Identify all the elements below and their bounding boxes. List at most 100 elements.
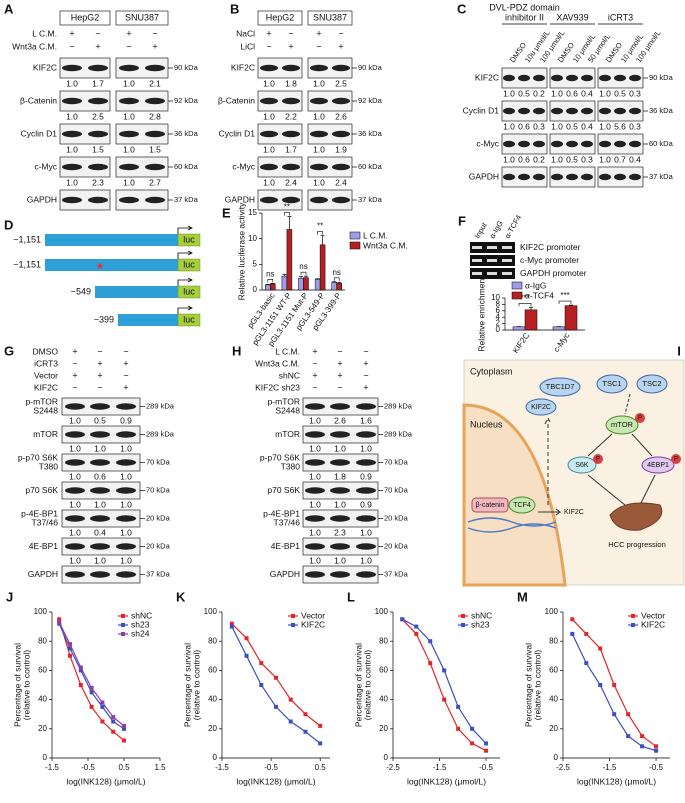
band <box>629 107 641 115</box>
series-line <box>231 626 321 744</box>
quant-value: 1.0 <box>66 78 78 88</box>
protein-label: GAPDH <box>270 569 300 579</box>
data-point <box>122 738 126 743</box>
significance-label: *** <box>520 293 529 302</box>
y-tick-label: 60 <box>379 666 388 675</box>
y-tick-label: 60 <box>38 666 47 675</box>
quant-value: 0.3 <box>629 121 641 131</box>
data-point <box>57 620 62 625</box>
band <box>305 515 325 522</box>
band <box>305 431 325 438</box>
significance-label: ** <box>317 222 323 231</box>
quant-value: 2.3 <box>92 177 104 187</box>
data-point <box>400 617 405 622</box>
gel-band <box>472 272 482 275</box>
band <box>260 97 278 105</box>
error-bar <box>270 282 275 284</box>
kda-label: 37 kDa <box>358 195 383 204</box>
band <box>310 97 328 105</box>
node-label: β-catenin <box>476 502 505 509</box>
condition-sign: + <box>95 41 100 51</box>
protein-label: GAPDH <box>469 171 499 181</box>
data-point <box>244 636 249 641</box>
band <box>599 107 611 115</box>
y-tick-label: 0 <box>253 285 258 294</box>
data-point <box>626 734 631 739</box>
lane-label: α-IgG <box>488 219 505 240</box>
legend-marker <box>121 614 125 618</box>
y-axis-label: Relative luciferase activity <box>236 202 246 301</box>
quant-value: 1.0 <box>263 111 275 121</box>
condition-sign: + <box>337 370 342 380</box>
data-point <box>654 744 659 749</box>
quant-value: 1.0 <box>94 555 106 565</box>
kda-label: 37 kDa <box>649 172 674 181</box>
kda-label: 289 kDa <box>146 401 175 410</box>
quant-value: 1.0 <box>94 499 106 509</box>
quant-value: 0.9 <box>360 499 372 509</box>
band <box>260 163 278 171</box>
quant-value: 1.0 <box>120 499 132 509</box>
legend-marker <box>461 614 465 618</box>
panel-letter: F <box>458 213 466 228</box>
protein-label: c-Myc <box>232 161 255 171</box>
band <box>533 173 545 181</box>
arrow <box>587 474 656 506</box>
phospho-mark <box>671 454 681 464</box>
protein-label: S2448 <box>33 405 58 415</box>
quant-value: 0.4 <box>581 88 593 98</box>
band <box>356 431 376 438</box>
legend-label: KIF2C <box>301 619 325 629</box>
kda-label: 90 kDa <box>174 63 199 72</box>
band <box>116 403 136 410</box>
kda-label: 37 kDa <box>174 195 199 204</box>
significance-label: ns <box>299 262 307 271</box>
condition-label: NaCl <box>236 28 255 38</box>
band <box>88 196 108 204</box>
band <box>614 173 626 181</box>
x-tick-label: 0.5 <box>315 763 327 772</box>
condition-sign: + <box>123 358 128 368</box>
condition-sign: − <box>123 346 128 356</box>
x-tick-label: 0.5 <box>118 763 130 772</box>
gel-band <box>502 259 512 262</box>
y-tick-label: 40 <box>379 695 388 704</box>
quant-value: 2.5 <box>335 78 347 88</box>
significance-label: ns <box>266 269 274 278</box>
x-tick-label: -0.5 <box>81 763 95 772</box>
quant-value: 1.9 <box>335 144 347 154</box>
header-box <box>115 10 169 26</box>
band <box>145 163 165 171</box>
band <box>116 571 136 578</box>
data-point <box>288 719 293 724</box>
data-point <box>428 639 433 644</box>
condition-sign: + <box>97 358 102 368</box>
band <box>282 130 300 138</box>
condition-sign: − <box>95 28 100 38</box>
kda-label: 60 kDa <box>174 162 199 171</box>
quant-value: 0.9 <box>120 415 132 425</box>
legend-swatch <box>349 241 361 250</box>
condition-sign: + <box>337 358 342 368</box>
quant-value: 1.0 <box>69 555 81 565</box>
quant-value: 5.6 <box>614 121 626 131</box>
legend-label: Wnt3a C.M. <box>363 240 408 250</box>
data-point <box>456 704 461 709</box>
legend-label: sh24 <box>131 628 150 638</box>
legend-swatch <box>349 231 361 240</box>
kda-label: 60 kDa <box>358 162 383 171</box>
band <box>88 130 108 138</box>
condition-sign: − <box>363 346 368 356</box>
panel-letter: A <box>4 1 14 16</box>
quant-value: 1.6 <box>360 415 372 425</box>
band <box>88 163 108 171</box>
kda-label: 70 kDa <box>146 457 171 466</box>
band <box>629 140 641 148</box>
quant-value: 0.3 <box>533 121 545 131</box>
significance-bracket <box>333 277 340 281</box>
kda-label: 37 kDa <box>146 569 171 578</box>
legend-marker <box>631 614 635 618</box>
kda-label: 36 kDa <box>174 129 199 138</box>
protein-label: c-Myc <box>476 138 499 148</box>
gel-band <box>472 259 482 262</box>
